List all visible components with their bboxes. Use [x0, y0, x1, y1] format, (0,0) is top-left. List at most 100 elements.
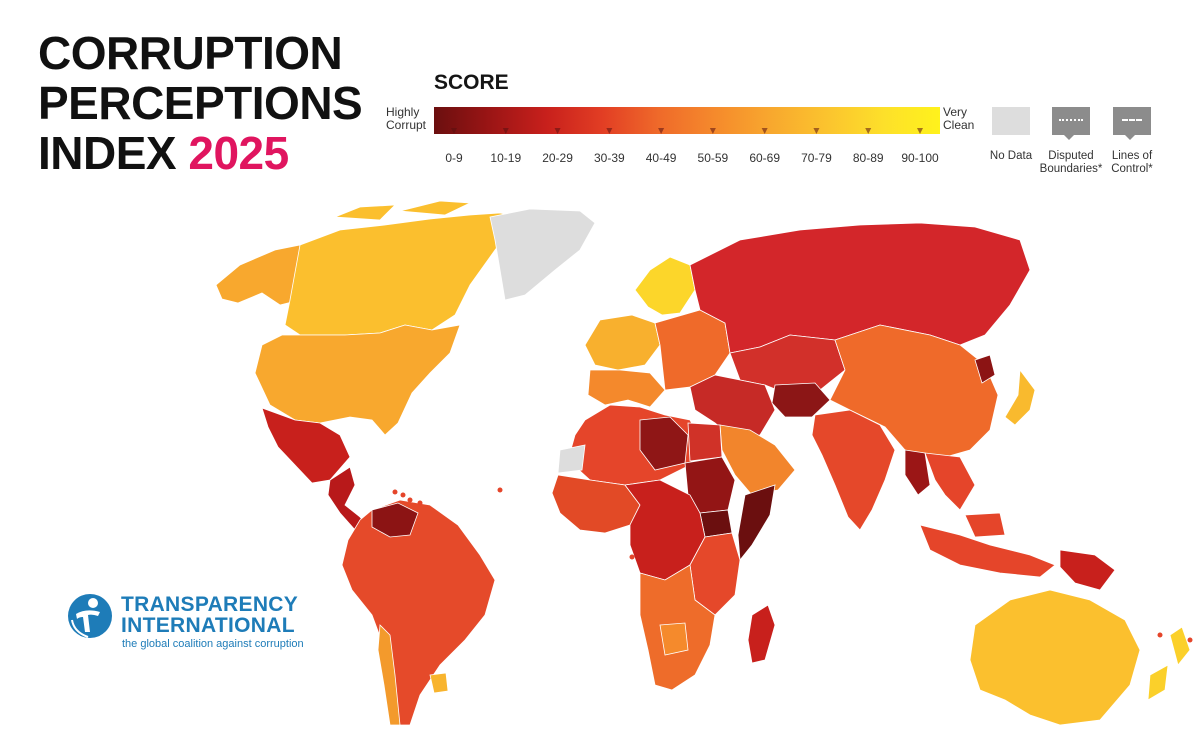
map-region-saudi-arabia — [719, 424, 796, 496]
legend-disputed-boundaries: Disputed Boundaries* — [1036, 107, 1106, 176]
disputed-boundaries-label: Disputed Boundaries* — [1036, 150, 1106, 176]
no-data-swatch — [992, 107, 1030, 135]
map-region-afghanistan — [771, 382, 831, 418]
map-region-indonesia — [919, 524, 1056, 578]
legend-low-label-line1: Highly — [386, 105, 420, 119]
map-region-myanmar — [904, 449, 931, 496]
map-region-new-zealand — [1169, 626, 1191, 666]
legend-high-label: Very Clean — [943, 106, 974, 132]
map-region-west-africa — [551, 474, 641, 534]
dotted-line-icon — [1059, 119, 1083, 121]
dashed-line-icon — [1122, 119, 1142, 121]
island-marker — [400, 492, 406, 498]
map-region-india — [811, 409, 896, 531]
transparency-international-logo: TRANSPARENCY INTERNATIONAL the global co… — [66, 592, 326, 652]
map-region-canada — [284, 212, 521, 336]
legend-tick-label: 30-39 — [594, 151, 625, 165]
map-region-botswana — [659, 622, 689, 656]
legend-tick-marker — [606, 128, 613, 134]
legend-tick-label: 20-29 — [542, 151, 573, 165]
title-line-3-prefix: INDEX — [38, 127, 189, 179]
map-region-japan — [1004, 368, 1036, 426]
map-region-china — [829, 324, 999, 461]
map-region-south-sudan — [699, 509, 733, 538]
map-region-usa — [254, 324, 461, 436]
ti-tagline: the global coalition against corruption — [122, 638, 304, 650]
map-region-greenland — [489, 208, 596, 301]
map-region-chile — [377, 624, 401, 726]
map-region-somalia — [737, 484, 776, 562]
legend-title: SCORE — [434, 71, 509, 94]
disputed-label-line1: Disputed — [1048, 150, 1094, 162]
island-marker — [497, 487, 503, 493]
loc-label-line2: Control* — [1111, 163, 1153, 175]
loc-label-line1: Lines of — [1111, 150, 1153, 162]
ti-name-line2: INTERNATIONAL — [121, 614, 295, 637]
map-region-southeast-asia — [924, 452, 976, 511]
legend-high-label-line1: Very — [943, 105, 968, 119]
map-region-south-america — [341, 499, 496, 726]
legend-tick-label: 80-89 — [853, 151, 884, 165]
disputed-boundaries-swatch — [1052, 107, 1090, 140]
island-marker — [629, 554, 635, 560]
legend-tick-marker — [709, 128, 716, 134]
island-marker — [1187, 637, 1193, 643]
map-region-venezuela — [371, 502, 419, 538]
legend-gradient-bar — [434, 107, 940, 134]
legend-tick-marker — [917, 128, 923, 134]
legend-high-label-line2: Clean — [943, 118, 975, 132]
map-region-indonesia — [964, 512, 1006, 538]
map-region-uruguay — [429, 672, 449, 694]
map-regions — [215, 200, 1191, 726]
legend-no-data: No Data — [976, 107, 1046, 163]
map-region-western-sahara — [557, 444, 586, 474]
island-marker — [417, 500, 423, 506]
map-region-new-zealand — [1147, 664, 1169, 701]
title-line-1: CORRUPTION — [38, 27, 343, 79]
legend-low-label-line2: Corrupt — [386, 118, 427, 132]
island-marker — [1157, 632, 1163, 638]
map-region-egypt — [687, 422, 723, 462]
island-marker — [392, 489, 398, 495]
legend-tick-label: 50-59 — [698, 151, 729, 165]
map-region-madagascar — [747, 604, 776, 664]
world-map — [215, 200, 1193, 726]
page-title: CORRUPTION PERCEPTIONS INDEX 2025 — [38, 27, 363, 178]
map-region-png — [1059, 549, 1116, 591]
legend-tick-label: 40-49 — [646, 151, 677, 165]
pointer-tail-icon — [1125, 135, 1135, 140]
map-region-middle-east — [689, 374, 776, 441]
legend-tick-marker — [451, 128, 457, 134]
legend-tick-label: 90-100 — [901, 151, 939, 165]
map-region-scandinavia — [634, 256, 696, 316]
legend-tick-label: 0-9 — [445, 151, 463, 165]
legend-tick-label: 60-69 — [749, 151, 780, 165]
legend-lines-of-control: Lines of Control* — [1097, 107, 1167, 176]
map-region-western-europe — [584, 314, 661, 371]
legend-tick-marker — [865, 128, 872, 134]
legend-tick-marker — [554, 128, 561, 134]
map-region-north-korea — [974, 354, 996, 384]
legend-tick-marker — [761, 128, 768, 134]
legend-tick-marker — [813, 128, 820, 134]
map-region-canada — [399, 200, 472, 216]
legend-tick-label: 70-79 — [801, 151, 832, 165]
ti-name-line1: TRANSPARENCY — [121, 593, 299, 616]
legend-tick-label: 10-19 — [490, 151, 521, 165]
legend-low-label: Highly Corrupt — [386, 106, 426, 132]
pointer-tail-icon — [1064, 135, 1074, 140]
island-marker — [407, 497, 413, 503]
legend-color-scale: 0-9 10-19 20-29 30-39 40-49 50-59 60-69 70-79 80… — [434, 107, 940, 165]
no-data-label: No Data — [989, 150, 1033, 162]
map-region-australia — [969, 589, 1141, 726]
map-region-alaska — [215, 244, 301, 306]
lines-of-control-label: Lines of Control* — [1097, 150, 1167, 176]
title-line-2: PERCEPTIONS — [38, 77, 363, 129]
score-legend: SCORE Highly Corrupt 0-9 10-19 20-29 30-39 4… — [380, 68, 1180, 188]
ti-globe-icon — [68, 594, 112, 638]
legend-tick-marker — [502, 128, 509, 134]
title-line-3: INDEX 2025 — [38, 128, 362, 178]
map-region-southern-europe — [587, 369, 666, 408]
title-year: 2025 — [188, 127, 289, 179]
lines-of-control-swatch — [1113, 107, 1151, 140]
